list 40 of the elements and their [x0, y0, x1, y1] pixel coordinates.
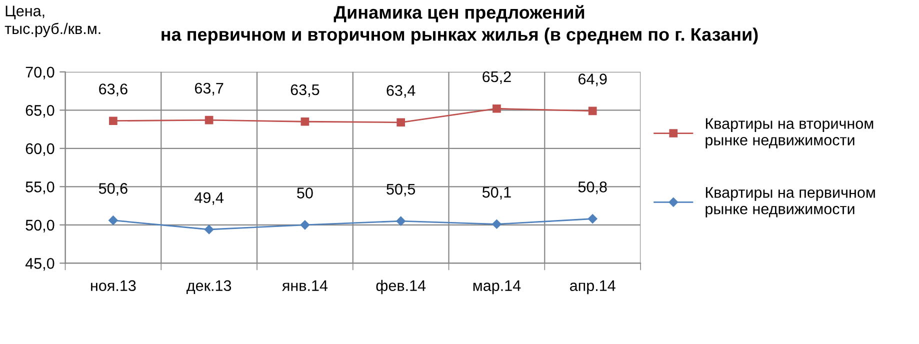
y-tick-label: 55,0 — [26, 182, 54, 194]
data-label: 63,4 — [386, 85, 416, 98]
x-tick-label: апр.14 — [570, 280, 616, 294]
y-tick-label: 60,0 — [26, 143, 54, 156]
data-label: 64,9 — [578, 74, 607, 86]
data-label: 50,8 — [578, 182, 607, 194]
x-tick-label: мар.14 — [473, 280, 521, 294]
x-tick-label: фев.14 — [376, 280, 426, 294]
point — [300, 117, 310, 126]
data-label: 50,6 — [98, 183, 128, 196]
x-tick-label: янв.14 — [282, 280, 328, 291]
y-tick-label: 65,0 — [26, 105, 54, 118]
point — [300, 220, 310, 230]
legend-label: Квартиры на вторичном рынке недвижимости — [706, 118, 874, 148]
data-label: 49,4 — [194, 192, 224, 205]
point — [108, 216, 118, 225]
x-tick-label: дек.13 — [186, 280, 232, 294]
y-tick-label: 50,0 — [26, 220, 54, 232]
data-label: 50,5 — [386, 184, 416, 196]
data-label: 63,5 — [290, 84, 320, 97]
legend-label: Квартиры на первичном рынке недвижимости — [706, 187, 875, 218]
point — [492, 220, 502, 229]
data-label: 50 — [297, 188, 313, 198]
y-tick-label: 45,0 — [25, 258, 54, 271]
point — [492, 104, 501, 113]
point — [396, 118, 406, 127]
y-tick-label: 70,0 — [26, 66, 54, 80]
point — [204, 224, 214, 234]
chart-title: Динамика цен предложений на первичном и вторичном рынках жилья (в среднем по г. Казани) — [162, 5, 758, 44]
x-tick-label: ноя.13 — [91, 280, 136, 292]
y-axis-title: Цена, тыс.руб./кв.м. — [4, 6, 100, 38]
point — [588, 106, 597, 116]
point — [396, 216, 406, 226]
point — [204, 116, 214, 124]
data-label: 50,1 — [482, 186, 511, 200]
point — [588, 214, 598, 224]
data-label: 63,7 — [194, 82, 224, 96]
data-label: 65,2 — [482, 71, 511, 84]
data-label: 63,6 — [99, 84, 128, 96]
point — [109, 116, 118, 126]
